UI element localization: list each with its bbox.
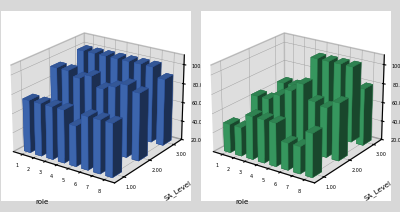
- X-axis label: role: role: [236, 199, 249, 205]
- Y-axis label: SA_Level: SA_Level: [162, 180, 192, 202]
- Y-axis label: SA_Level: SA_Level: [362, 180, 392, 202]
- X-axis label: role: role: [36, 199, 49, 205]
